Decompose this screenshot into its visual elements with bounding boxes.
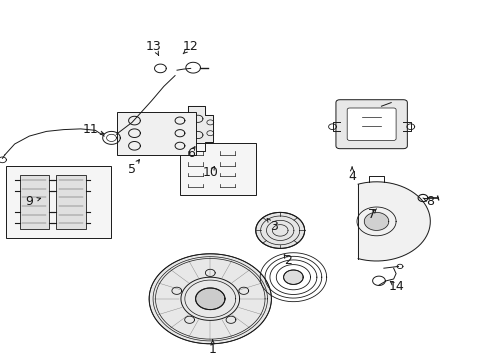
Text: 2: 2 — [284, 255, 292, 267]
Text: 8: 8 — [426, 195, 433, 208]
Bar — [117, 112, 195, 155]
Polygon shape — [364, 212, 388, 230]
Polygon shape — [283, 270, 303, 284]
Text: 13: 13 — [146, 40, 162, 53]
Polygon shape — [195, 288, 224, 310]
Text: 4: 4 — [347, 170, 355, 183]
Polygon shape — [255, 212, 304, 248]
Polygon shape — [149, 254, 271, 344]
Text: 10: 10 — [202, 166, 218, 179]
Bar — [6, 166, 111, 238]
Text: 12: 12 — [183, 40, 198, 53]
Text: 1: 1 — [208, 343, 216, 356]
Text: 3: 3 — [269, 220, 277, 233]
Bar — [20, 175, 49, 229]
Text: 11: 11 — [82, 123, 98, 136]
Bar — [56, 175, 85, 229]
FancyBboxPatch shape — [346, 108, 395, 140]
Text: 9: 9 — [25, 195, 33, 208]
Text: 7: 7 — [367, 208, 375, 221]
Bar — [180, 143, 255, 195]
Text: 14: 14 — [387, 280, 403, 293]
Polygon shape — [188, 106, 212, 151]
Text: 6: 6 — [186, 147, 194, 159]
Polygon shape — [357, 182, 429, 261]
FancyBboxPatch shape — [335, 100, 407, 149]
Text: 5: 5 — [128, 163, 136, 176]
